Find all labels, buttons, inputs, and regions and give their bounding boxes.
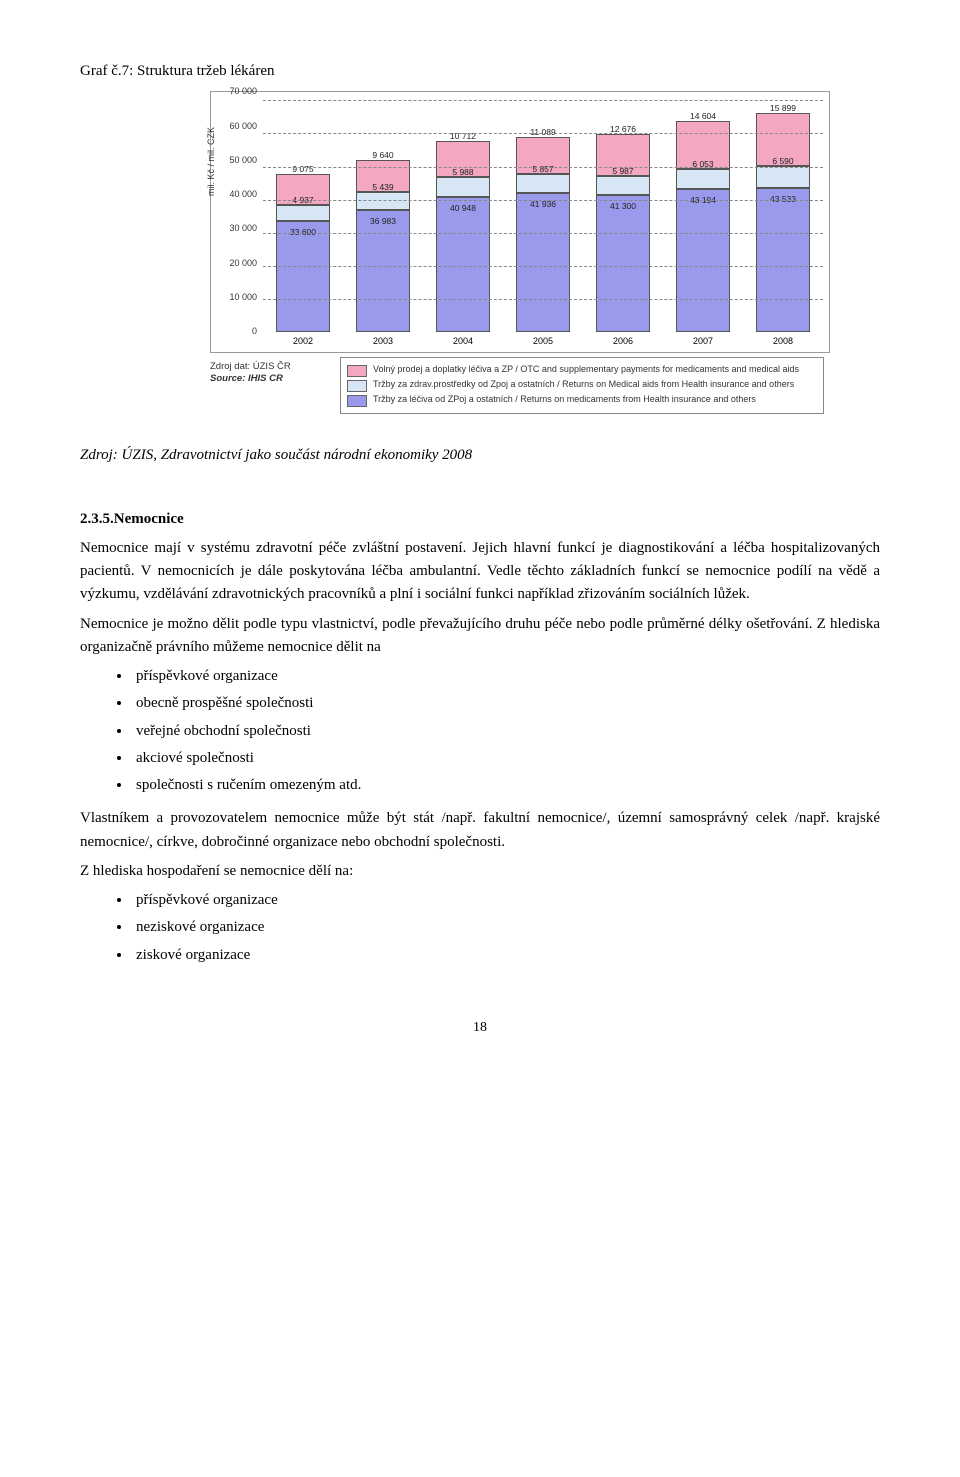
bar-seg-mid: 5 988 (436, 177, 490, 197)
data-label: 41 936 (517, 194, 569, 211)
grid-line (263, 133, 823, 134)
bullet-list-1: příspěvkové organizace obecně prospěšné s… (80, 665, 880, 797)
grid-line (263, 233, 823, 234)
data-label: 10 712 (437, 130, 489, 143)
paragraph-1: Nemocnice mají v systému zdravotní péče … (80, 537, 880, 607)
figure-source: Zdroj: ÚZIS, Zdravotnictví jako součást … (80, 444, 880, 467)
y-tick: 70 000 (229, 85, 257, 99)
bar-seg-bottom: 36 983 (356, 210, 410, 333)
y-tick: 20 000 (229, 257, 257, 271)
bar-seg-bottom: 43 194 (676, 189, 730, 332)
y-tick: 10 000 (229, 291, 257, 305)
plot-region: 9 0754 93733 6009 6405 43936 98310 7125 … (263, 100, 823, 332)
data-label: 43 533 (757, 189, 809, 206)
legend-item-0: Volný prodej a doplatky léčiva a ZP / OT… (347, 364, 817, 377)
data-label: 43 194 (677, 190, 729, 207)
list-item: ziskové organizace (132, 944, 880, 967)
grid-line (263, 200, 823, 201)
bar-seg-bottom: 41 936 (516, 193, 570, 332)
bullet-list-2: příspěvkové organizace neziskové organiza… (80, 889, 880, 967)
x-tick-label: 2008 (773, 335, 793, 349)
chart-container: mil. Kč / mil. CZK 010 00020 00030 00040… (210, 91, 830, 414)
legend-swatch-light (347, 380, 367, 392)
data-label: 15 899 (757, 102, 809, 115)
bar-column: 9 075 4 93733 600 (276, 100, 330, 332)
y-tick: 50 000 (229, 154, 257, 168)
x-tick-label: 2007 (693, 335, 713, 349)
x-tick-label: 2005 (533, 335, 553, 349)
list-item: společnosti s ručením omezeným atd. (132, 774, 880, 797)
x-axis-labels: 2002 2003 2004 2005 2006 2007 2008 (263, 335, 823, 349)
chart-legend: Volný prodej a doplatky léčiva a ZP / OT… (340, 357, 824, 414)
chart-plot-area: mil. Kč / mil. CZK 010 00020 00030 00040… (210, 91, 830, 353)
y-axis: 010 00020 00030 00040 00050 00060 00070 … (211, 92, 261, 332)
grid-line (263, 266, 823, 267)
bar-column: 9 6405 43936 983 (356, 100, 410, 332)
chart-title: Graf č.7: Struktura tržeb lékáren (80, 60, 880, 83)
list-item: veřejné obchodní společnosti (132, 720, 880, 743)
bar-column: 14 6046 05343 194 (676, 100, 730, 332)
chart-data-source: Zdroj dat: ÚZIS ČR Source: IHIS CR (210, 357, 340, 384)
bar-seg-mid: 5 987 (596, 176, 650, 196)
bars-group: 9 0754 93733 6009 6405 43936 98310 7125 … (263, 100, 823, 332)
bar-seg-mid: 4 937 (276, 205, 330, 221)
x-tick-label: 2004 (453, 335, 473, 349)
data-label: 36 983 (357, 211, 409, 228)
list-item: neziskové organizace (132, 916, 880, 939)
legend-label-1: Tržby za zdrav.prostředky od Zpoj a osta… (373, 379, 794, 389)
data-label: 14 604 (677, 110, 729, 123)
legend-label-0: Volný prodej a doplatky léčiva a ZP / OT… (373, 364, 799, 374)
data-label: 9 075 (277, 163, 329, 176)
y-tick: 40 000 (229, 188, 257, 202)
data-label: 33 600 (277, 222, 329, 239)
data-label: 5 857 (517, 163, 569, 176)
x-tick-label: 2002 (293, 335, 313, 349)
bar-seg-mid: 5 439 (356, 192, 410, 210)
chart-source-line-2: Source: IHIS CR (210, 373, 340, 384)
grid-line (263, 100, 823, 101)
legend-swatch-blue (347, 395, 367, 407)
grid-line (263, 167, 823, 168)
bar-seg-bottom: 41 300 (596, 195, 650, 332)
section-heading: 2.3.5.Nemocnice (80, 508, 880, 531)
bar-seg-mid: 6 590 (756, 166, 810, 188)
bar-seg-mid: 6 053 (676, 169, 730, 189)
y-tick: 0 (252, 325, 257, 339)
y-tick: 30 000 (229, 222, 257, 236)
list-item: obecně prospěšné společnosti (132, 692, 880, 715)
data-label: 6 053 (677, 158, 729, 171)
bar-column: 11 0895 85741 936 (516, 100, 570, 332)
bar-seg-bottom: 33 600 (276, 221, 330, 332)
legend-swatch-pink (347, 365, 367, 377)
list-item: akciové společnosti (132, 747, 880, 770)
bar-seg-bottom: 43 533 (756, 188, 810, 332)
legend-item-1: Tržby za zdrav.prostředky od Zpoj a osta… (347, 379, 817, 392)
paragraph-2: Nemocnice je možno dělit podle typu vlas… (80, 613, 880, 660)
x-tick-label: 2006 (613, 335, 633, 349)
chart-source-line-1: Zdroj dat: ÚZIS ČR (210, 361, 340, 372)
list-item: příspěvkové organizace (132, 665, 880, 688)
paragraph-3: Vlastníkem a provozovatelem nemocnice mů… (80, 807, 880, 854)
list-item: příspěvkové organizace (132, 889, 880, 912)
data-label: 5 439 (357, 181, 409, 194)
x-tick-label: 2003 (373, 335, 393, 349)
paragraph-4: Z hlediska hospodaření se nemocnice dělí… (80, 860, 880, 883)
y-tick: 60 000 (229, 120, 257, 134)
page-number: 18 (80, 1017, 880, 1039)
bar-column: 10 7125 98840 948 (436, 100, 490, 332)
data-label: 9 640 (357, 149, 409, 162)
legend-label-2: Tržby za léčiva od ZPoj a ostatních / Re… (373, 394, 756, 404)
bar-column: 15 899 6 59043 533 (756, 100, 810, 332)
grid-line (263, 299, 823, 300)
bar-seg-bottom: 40 948 (436, 197, 490, 333)
legend-item-2: Tržby za léčiva od ZPoj a ostatních / Re… (347, 394, 817, 407)
bar-seg-mid: 5 857 (516, 174, 570, 193)
data-label: 5 988 (437, 166, 489, 179)
bar-column: 12 6765 98741 300 (596, 100, 650, 332)
